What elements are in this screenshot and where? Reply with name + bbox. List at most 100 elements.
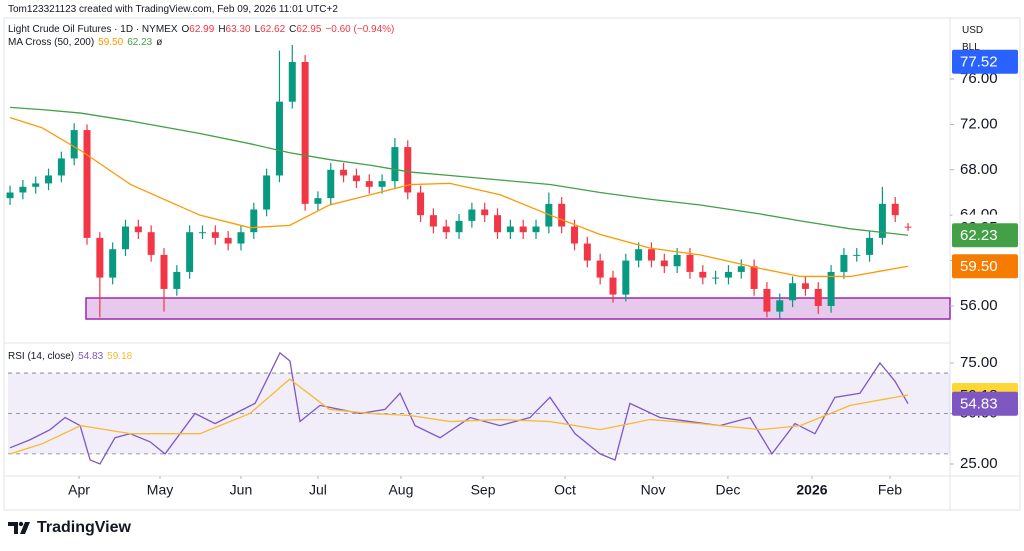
ohlc-item: O62.99 [182, 24, 215, 35]
price-tag [952, 254, 1018, 279]
candle-body [622, 260, 630, 295]
ohlc-value: 62.95 [296, 24, 322, 35]
y-tick-label: 68.00 [960, 161, 998, 178]
candle-body [763, 288, 771, 312]
price-tag [952, 49, 1018, 74]
candle-body [891, 203, 899, 216]
line-series [10, 106, 909, 236]
candle-body [776, 300, 784, 312]
candle-body [340, 169, 348, 176]
y-tick-label: 56.00 [960, 297, 998, 314]
candle-body [378, 181, 386, 187]
candle-body [19, 186, 27, 193]
x-tick-label: Dec [715, 482, 740, 498]
candle-body [301, 61, 309, 204]
ohlc-item: C62.95 [289, 24, 321, 35]
x-tick-label: May [147, 482, 173, 498]
x-tick-label: 2026 [796, 482, 827, 498]
candle-body [660, 260, 668, 267]
rsi-value: 54.83 [78, 351, 104, 362]
candle-body [365, 181, 373, 187]
candle-body [224, 237, 232, 244]
change: −0.60 (−0.94%) [325, 24, 395, 35]
candle-body [571, 226, 579, 244]
symbol-line: Light Crude Oil Futures · 1D · NYMEX O62… [8, 24, 394, 35]
candle-body [840, 254, 848, 272]
candle-body [198, 232, 206, 234]
candle-body [173, 271, 181, 289]
candle-body [827, 271, 835, 306]
candle-body [609, 277, 617, 295]
candle-body [853, 254, 861, 256]
candle-body [211, 232, 219, 238]
x-tick-label: Oct [554, 482, 576, 498]
ohlc-label: H [218, 24, 226, 35]
price-tag [952, 223, 1018, 248]
candle-body [583, 243, 591, 261]
candle-body [878, 203, 886, 238]
indicator-name: MA Cross (50, 200) [8, 37, 95, 48]
candle-body [481, 209, 489, 216]
x-tick-label: Jun [230, 482, 253, 498]
candle-body [789, 283, 797, 301]
price-tag-label: 77.52 [960, 54, 998, 71]
rsi-ma-value: 59.18 [107, 351, 133, 362]
candle-body [814, 288, 822, 306]
brand: TradingView [37, 519, 131, 536]
ma200-value: 62.23 [127, 37, 153, 48]
candle-body [506, 226, 514, 233]
currency: USD [962, 25, 983, 36]
candle-body [391, 147, 399, 182]
candle-body [109, 249, 117, 278]
y-tick-label: 76.00 [960, 70, 998, 87]
symbol: Light Crude Oil Futures · 1D · NYMEX [8, 24, 178, 35]
price-tag [952, 391, 1018, 416]
x-tick-label: Nov [641, 482, 666, 498]
ohlc-label: C [289, 24, 297, 35]
candle-body [6, 192, 14, 199]
candle-body [558, 203, 566, 227]
ohlc-item: H63.30 [218, 24, 250, 35]
candle-body [122, 226, 130, 250]
ohlc-value: 62.99 [189, 24, 215, 35]
candle-body [147, 232, 155, 255]
candle-body [724, 271, 732, 278]
ohlc-label: L [254, 24, 261, 35]
ohlc-item: L62.62 [255, 24, 286, 35]
credit: Tom123321123 created with TradingView.co… [8, 4, 338, 15]
candle-body [429, 215, 437, 227]
x-tick-label: Aug [388, 482, 413, 498]
candle-body [417, 192, 425, 216]
x-tick-label: Jul [309, 482, 327, 498]
candle-body [904, 226, 912, 228]
candle-body [352, 175, 360, 182]
candle-body [404, 147, 412, 193]
footer: TradingView [8, 519, 131, 537]
rsi-title: RSI (14, close) [8, 351, 75, 362]
x-tick-label: Apr [68, 482, 90, 498]
ma-legend: MA Cross (50, 200) 59.50 62.23 ø [8, 37, 162, 48]
candle-body [134, 226, 142, 233]
candle-body [237, 232, 245, 244]
candle-body [519, 226, 527, 233]
candle-body [596, 260, 604, 278]
candle-body [288, 61, 296, 102]
candle-body [442, 226, 450, 233]
header: Tom123321123 created with TradingView.co… [8, 4, 338, 15]
x-tick-label: Feb [878, 482, 902, 498]
candle-body [327, 169, 335, 199]
candle-body [737, 266, 745, 272]
ohlc: O62.99 H63.30 L62.62 C62.95 [182, 24, 322, 35]
ohlc-value: 62.62 [260, 24, 286, 35]
candle-body [635, 249, 643, 261]
candle-body [263, 175, 271, 210]
y-tick-label: 72.00 [960, 115, 998, 132]
unit: BLL [962, 42, 980, 53]
indicator-symbol: ø [156, 37, 163, 48]
candle-body [70, 130, 78, 159]
currency-text: USD [962, 25, 984, 36]
candle-body [866, 237, 874, 255]
candle-body [750, 266, 758, 289]
candle-body [32, 183, 40, 187]
